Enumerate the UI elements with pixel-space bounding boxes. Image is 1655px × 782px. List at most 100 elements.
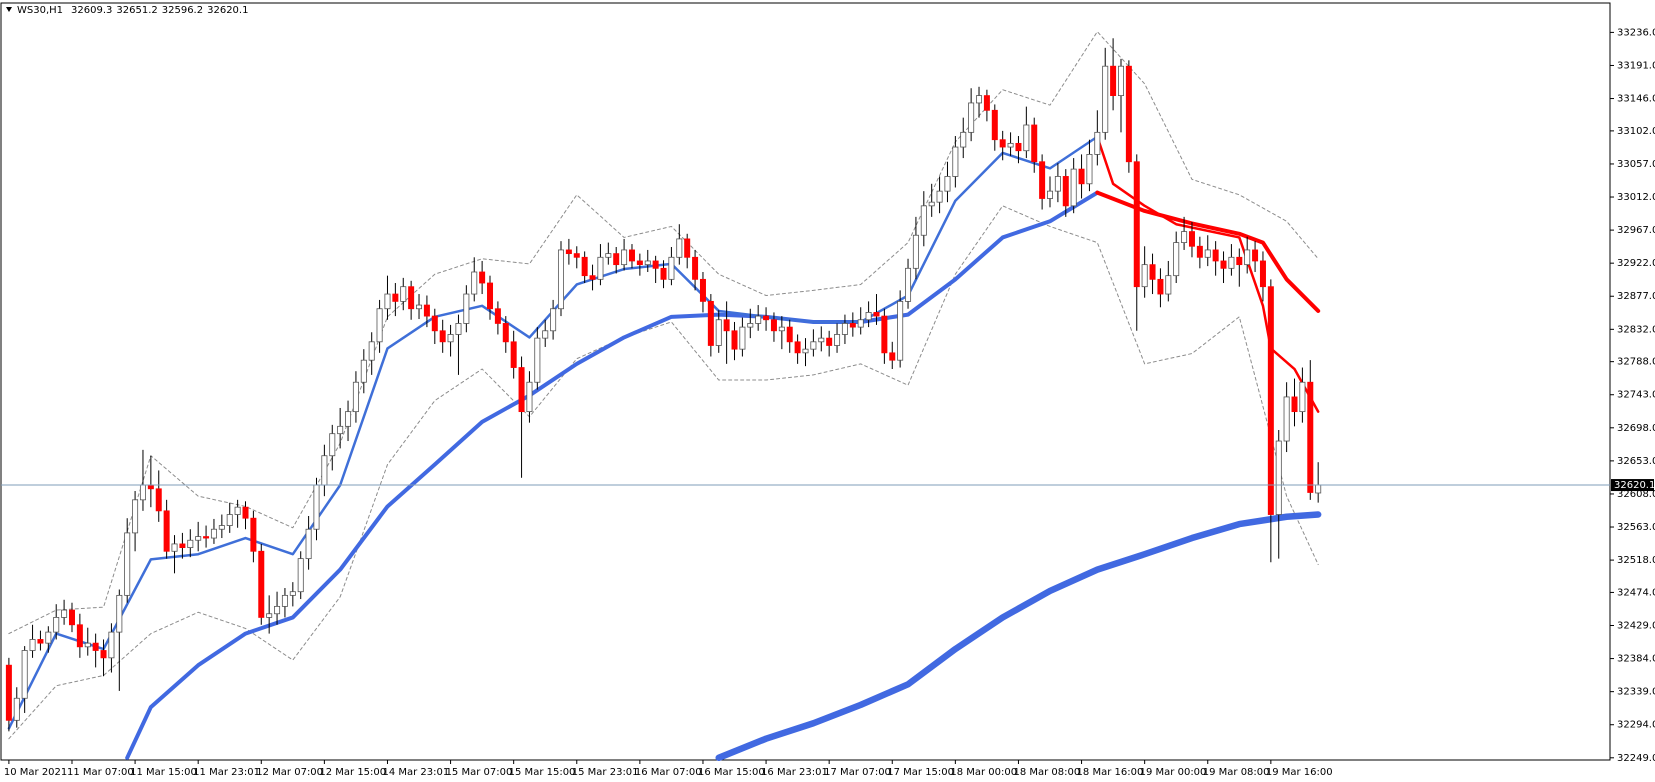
- candle-body-down: [163, 510, 170, 552]
- candle-body-up: [747, 323, 754, 328]
- candle-body-up: [139, 484, 146, 501]
- candle-body-up: [1244, 249, 1251, 266]
- candle-body-down: [479, 271, 486, 284]
- y-tick-label: 32474.0: [1617, 587, 1655, 598]
- candle-body-down: [573, 253, 580, 258]
- candle-body-up: [124, 532, 131, 596]
- y-tick-label: 32339.0: [1617, 687, 1655, 698]
- candle-body-down: [1110, 65, 1117, 97]
- candle-body-up: [1181, 231, 1188, 243]
- y-tick-label: 33102.0: [1617, 126, 1655, 137]
- candle-body-up: [289, 591, 296, 596]
- candle-body-down: [684, 238, 691, 258]
- candle-body-up: [755, 315, 762, 324]
- moving-average: [1096, 135, 1320, 413]
- candle-body-down: [873, 312, 880, 317]
- candle-body-up: [818, 337, 825, 343]
- candle-body-up: [557, 249, 564, 310]
- candle-body-up: [1054, 176, 1061, 192]
- candle-body-down: [76, 624, 83, 648]
- header-ohlc: 32620.1: [207, 5, 248, 16]
- candle-body-down: [155, 488, 162, 512]
- candle-body-down: [1259, 260, 1266, 288]
- y-tick-label: 32563.0: [1617, 522, 1655, 533]
- moving-average: [1095, 190, 1321, 313]
- candle-body-up: [841, 323, 848, 335]
- candle-body-up: [234, 506, 241, 515]
- y-tick-label: 33012.0: [1617, 192, 1655, 203]
- candle-body-down: [1212, 249, 1219, 262]
- candle-body-up: [1204, 249, 1211, 258]
- candle-body-down: [1062, 176, 1069, 207]
- plot-frame: [0, 2, 1611, 761]
- candle-body-down: [1307, 381, 1314, 493]
- candle-body-up: [297, 558, 304, 593]
- y-tick-label: 32877.0: [1617, 291, 1655, 302]
- candle-body-up: [676, 238, 683, 258]
- candle-body-down: [1188, 231, 1195, 247]
- y-tick-label: 32967.0: [1617, 225, 1655, 236]
- candle-body-down: [991, 109, 998, 141]
- candle-body-down: [581, 256, 588, 277]
- x-tick-label: 16 Mar 07:00: [635, 767, 702, 778]
- header-ohlc: 32596.2: [162, 5, 203, 16]
- x-tick-label: 15 Mar 23:01: [572, 767, 639, 778]
- candle-body-down: [731, 330, 738, 350]
- candle-body-up: [171, 543, 178, 552]
- candle-body-up: [53, 617, 60, 633]
- candle-body-down: [1196, 245, 1203, 258]
- moving-average: [715, 511, 1322, 762]
- y-tick-label: 32608.0: [1617, 489, 1655, 500]
- candle-body-down: [1031, 124, 1038, 163]
- candle-body-up: [337, 425, 344, 435]
- candle-body-up: [857, 319, 864, 328]
- candle-body-down: [565, 249, 572, 255]
- x-tick-label: 11 Mar 07:00: [67, 767, 134, 778]
- candle-body-up: [1094, 131, 1101, 155]
- candle-body-down: [786, 326, 793, 343]
- band-line: [8, 205, 1319, 740]
- x-tick-label: 17 Mar 15:00: [887, 767, 954, 778]
- candle-body-up: [384, 293, 391, 310]
- candle-body-down: [250, 517, 257, 552]
- candle-body-up: [45, 631, 52, 644]
- candle-body-up: [1228, 256, 1235, 269]
- candle-body-down: [518, 367, 525, 413]
- candle-body-down: [723, 319, 730, 332]
- candle-body-up: [321, 455, 328, 486]
- candle-body-down: [147, 484, 154, 490]
- candle-body-up: [1007, 142, 1014, 148]
- candle-body-down: [439, 330, 446, 343]
- candle-body-up: [61, 609, 68, 618]
- menu-icon[interactable]: [6, 7, 12, 12]
- candle-body-down: [652, 260, 659, 269]
- y-tick-label: 33236.0: [1617, 27, 1655, 38]
- y-tick-label: 32518.0: [1617, 555, 1655, 566]
- candle-body-down: [1157, 278, 1164, 295]
- candle-body-up: [274, 605, 281, 615]
- symbol: WS30,H1: [17, 5, 63, 16]
- candle-body-down: [889, 352, 896, 361]
- candle-body-up: [644, 260, 651, 266]
- candle-body-up: [305, 528, 312, 560]
- y-tick-label: 32429.0: [1617, 621, 1655, 632]
- candle-body-up: [1283, 396, 1290, 442]
- candle-body-down: [1078, 168, 1085, 185]
- candle-body-up: [534, 337, 541, 383]
- candle-body-up: [1275, 440, 1282, 515]
- y-tick-label: 33191.0: [1617, 60, 1655, 71]
- candle-body-up: [1165, 275, 1172, 295]
- candles: [5, 38, 1322, 732]
- candle-body-up: [345, 411, 352, 427]
- x-tick-label: 10 Mar 2021: [4, 767, 67, 778]
- candle-body-up: [952, 146, 959, 177]
- candle-body-up: [21, 650, 28, 699]
- header-ohlc: 32609.3: [71, 5, 112, 16]
- candle-body-down: [5, 664, 12, 721]
- candle-body-up: [471, 271, 478, 295]
- candle-body-up: [116, 594, 123, 633]
- x-tick-label: 14 Mar 23:01: [382, 767, 449, 778]
- candle-body-down: [1252, 249, 1259, 262]
- candle-body-up: [29, 639, 36, 651]
